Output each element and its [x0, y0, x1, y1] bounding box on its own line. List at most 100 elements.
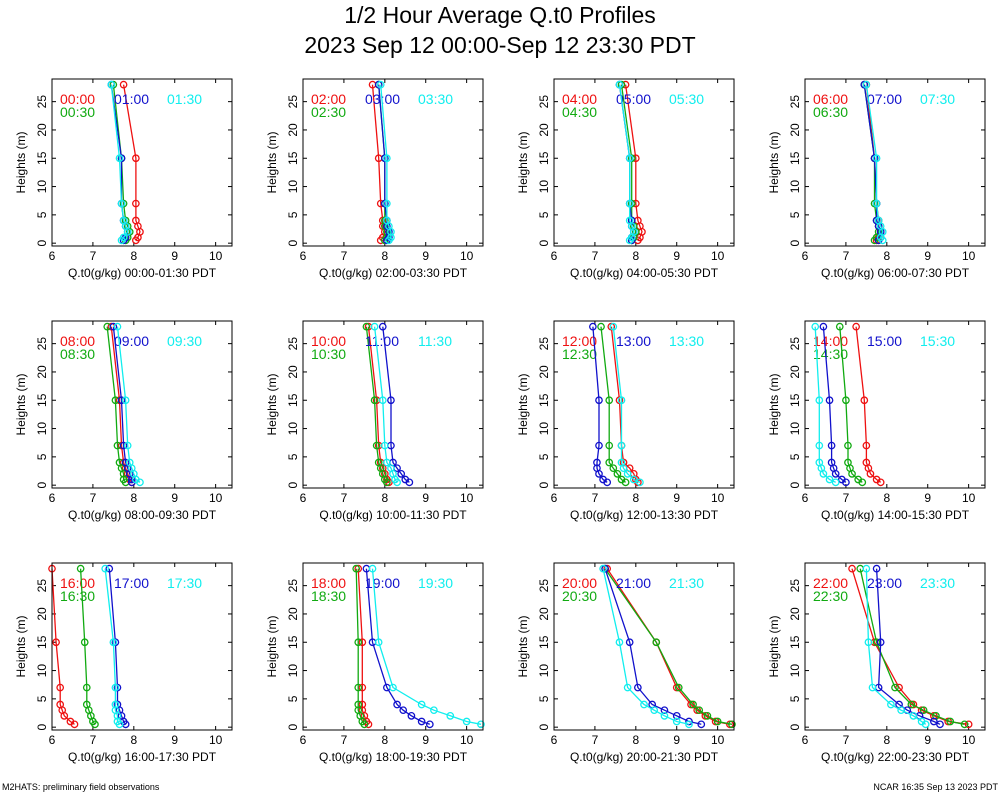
- series-line: [604, 568, 702, 725]
- x-tick-label: 9: [673, 249, 680, 263]
- legend-entry: 12:30: [562, 346, 597, 362]
- data-point: [82, 683, 91, 692]
- series-line: [602, 568, 690, 725]
- data-point: [370, 396, 379, 405]
- y-tick-label: 5: [788, 453, 802, 460]
- legend-entry: 23:00: [867, 575, 902, 591]
- x-tick-label: 6: [49, 733, 56, 747]
- data-point: [109, 322, 118, 331]
- y-tick-label: 20: [286, 123, 300, 137]
- data-point: [132, 199, 140, 208]
- x-tick-label: 6: [551, 733, 558, 747]
- data-point: [378, 396, 387, 405]
- data-point: [728, 720, 736, 729]
- x-tick-label: 7: [592, 491, 599, 505]
- data-point: [407, 711, 416, 720]
- y-tick-label: 0: [286, 482, 300, 489]
- data-point: [652, 638, 661, 647]
- profile-panel: 6 7 8 9 10 0 5 10 15 20 25 Q.t0(g/kg) 04:00-05:30 P…: [516, 78, 735, 280]
- y-tick-label: 10: [537, 422, 551, 436]
- data-point: [593, 464, 601, 473]
- x-tick-label: 6: [802, 491, 809, 505]
- data-point: [625, 216, 634, 225]
- y-tick-label: 15: [35, 635, 49, 649]
- x-tick-label: 7: [592, 733, 599, 747]
- x-tick-label: 7: [341, 249, 348, 263]
- data-point: [387, 464, 395, 473]
- legend-entry: 23:30: [920, 575, 955, 591]
- data-point: [842, 396, 850, 405]
- data-point: [960, 720, 969, 729]
- legend-entry: 09:00: [114, 333, 149, 349]
- data-point: [876, 638, 885, 647]
- data-point: [660, 706, 669, 715]
- data-point: [844, 441, 852, 450]
- series-line: [365, 568, 431, 725]
- x-axis-label: Q.t0(g/kg) 10:00-11:30 PDT: [319, 508, 467, 522]
- data-point: [862, 80, 871, 89]
- y-tick-label: 10: [788, 422, 802, 436]
- y-tick-label: 15: [286, 393, 300, 407]
- data-point: [697, 720, 706, 729]
- data-point: [121, 458, 130, 467]
- x-tick-label: 8: [381, 733, 388, 747]
- y-tick-label: 5: [537, 695, 551, 702]
- x-tick-label: 7: [592, 249, 599, 263]
- series-line: [624, 84, 643, 241]
- legend-entry: 08:30: [60, 346, 95, 362]
- y-tick-label: 5: [286, 211, 300, 218]
- series-line: [604, 568, 733, 725]
- legend-entry: 20:30: [562, 588, 597, 604]
- data-point: [636, 478, 644, 487]
- y-tick-label: 5: [286, 695, 300, 702]
- x-tick-label: 6: [300, 491, 307, 505]
- x-tick-label: 8: [130, 733, 137, 747]
- data-point: [862, 564, 871, 573]
- y-axis-label: Heights (m): [516, 373, 530, 435]
- data-point: [909, 711, 918, 720]
- data-point: [368, 564, 377, 573]
- data-point: [397, 469, 406, 478]
- data-point: [383, 199, 391, 208]
- x-tick-label: 7: [843, 249, 850, 263]
- data-point: [650, 706, 659, 715]
- x-tick-label: 10: [711, 249, 725, 263]
- plot-frame: [302, 320, 484, 489]
- y-axis-label: Heights (m): [14, 373, 28, 435]
- data-point: [964, 720, 973, 729]
- x-tick-label: 6: [802, 249, 809, 263]
- data-point: [425, 720, 434, 729]
- data-point: [374, 458, 383, 467]
- data-point: [874, 216, 883, 225]
- footer-timestamp: NCAR 16:35 Sep 13 2023 PDT: [873, 782, 998, 792]
- profile-panel: 6 7 8 9 10 0 5 10 15 20 25 Q.t0(g/kg) 18:00-19:30 P…: [265, 562, 485, 764]
- x-axis-label: Q.t0(g/kg) 12:00-13:30 PDT: [570, 508, 719, 522]
- legend-entry: 12:00: [562, 333, 597, 349]
- data-point: [689, 700, 697, 709]
- y-tick-label: 15: [537, 635, 551, 649]
- y-tick-label: 15: [788, 635, 802, 649]
- x-tick-label: 10: [711, 491, 725, 505]
- data-point: [917, 717, 926, 726]
- data-point: [625, 154, 634, 163]
- legend-entry: 05:00: [616, 91, 651, 107]
- series-line: [592, 326, 608, 483]
- data-point: [835, 322, 844, 331]
- x-tick-label: 6: [49, 491, 56, 505]
- legend-entry: 22:30: [813, 588, 848, 604]
- data-point: [695, 706, 704, 715]
- legend-entry: 17:00: [114, 575, 149, 591]
- data-point: [640, 700, 648, 709]
- x-axis-label: Q.t0(g/kg) 02:00-03:30 PDT: [319, 266, 468, 280]
- y-tick-label: 5: [788, 211, 802, 218]
- y-tick-label: 10: [788, 180, 802, 194]
- x-tick-label: 10: [962, 491, 976, 505]
- x-tick-label: 9: [673, 491, 680, 505]
- x-tick-label: 8: [632, 491, 639, 505]
- y-tick-label: 0: [537, 240, 551, 247]
- legend-entry: 16:00: [60, 575, 95, 591]
- x-tick-label: 6: [49, 249, 56, 263]
- legend-entry: 06:30: [813, 104, 848, 120]
- profile-panel: 6 7 8 9 10 0 5 10 15 20 25 Q.t0(g/kg) 16:00-17:30 P…: [14, 562, 233, 764]
- profile-panel: 6 7 8 9 10 0 5 10 15 20 25 Q.t0(g/kg) 00:00-01:30 P…: [14, 78, 233, 280]
